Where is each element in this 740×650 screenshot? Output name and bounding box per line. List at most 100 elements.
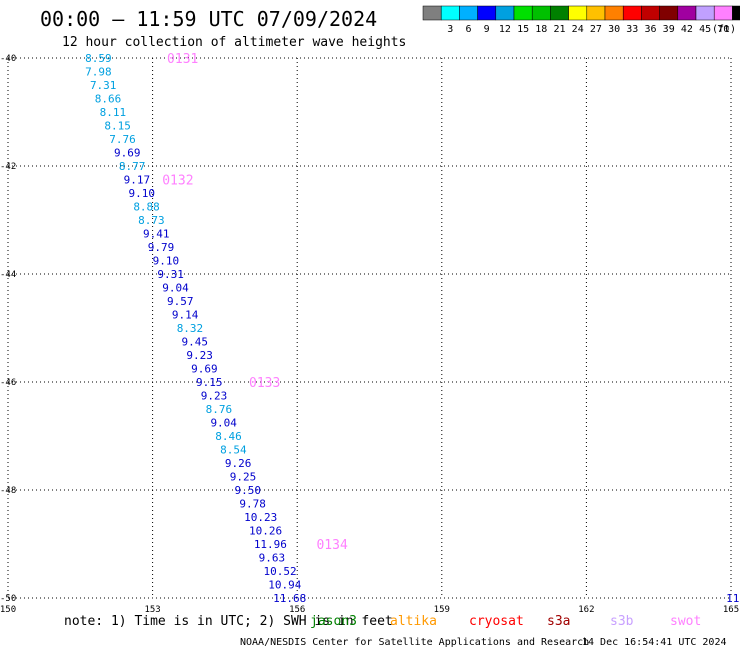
swh-value: 7.76 xyxy=(109,133,136,146)
swh-value: 9.26 xyxy=(225,457,252,470)
satellite-source-s3a: s3a xyxy=(547,614,570,629)
time-marker: 0131 xyxy=(167,52,198,67)
legend-swatch xyxy=(713,5,733,21)
satellite-source-altika: altika xyxy=(390,614,437,629)
legend-swatch xyxy=(604,5,624,21)
swh-value: 9.78 xyxy=(239,498,265,511)
swh-value: 9.57 xyxy=(167,295,194,308)
swh-value: 9.23 xyxy=(201,390,228,403)
swh-value: 11.68 xyxy=(273,592,306,605)
swh-value: 8.11 xyxy=(100,106,127,119)
footer-note: note: 1) Time is in UTC; 2) SWH is in fe… xyxy=(64,614,393,629)
swh-value: 9.31 xyxy=(157,268,184,281)
swh-value: 8.59 xyxy=(85,52,112,65)
longitude-label: 156 xyxy=(289,605,305,615)
swh-value: 10.52 xyxy=(263,565,296,578)
swh-value: 8.54 xyxy=(220,444,247,457)
satellite-source-jason3: jason3 xyxy=(310,614,357,629)
latitude-label: -50 xyxy=(0,594,16,604)
legend-label: 33 xyxy=(626,24,638,35)
legend-label: 70 xyxy=(717,24,729,35)
satellite-source-s3b: s3b xyxy=(610,614,634,629)
swh-value: 11.96 xyxy=(254,538,287,551)
swh-value: 10.23 xyxy=(244,511,277,524)
swh-value: 8.15 xyxy=(104,120,130,133)
footer-credit: NOAA/NESDIS Center for Satellite Applica… xyxy=(240,637,589,648)
swh-value: 9.14 xyxy=(172,309,199,322)
swh-value: 9.15 xyxy=(196,376,223,389)
legend-swatch xyxy=(513,5,533,21)
legend-swatch xyxy=(732,5,740,21)
legend-swatch xyxy=(695,5,715,21)
satellite-source-cryosat: cryosat xyxy=(469,614,524,629)
swh-observations: 8.597.987.318.668.118.157.769.698.779.17… xyxy=(85,52,740,605)
swh-value: 9.69 xyxy=(191,363,218,376)
legend-swatch xyxy=(422,5,442,21)
swh-value: 7.31 xyxy=(90,79,117,92)
latitude-label: -42 xyxy=(0,162,16,172)
time-markers: 0131 0132 0133 0134 xyxy=(162,52,348,553)
satellite-source-list: jason3 altika cryosat s3a s3b swot xyxy=(310,614,701,629)
legend-swatch xyxy=(495,5,515,21)
longitude-label: 150 xyxy=(0,605,16,615)
legend-unit: (ft) xyxy=(712,24,736,35)
legend-swatch xyxy=(622,5,642,21)
wave-height-legend: 3 6 9 12 15 18 21 24 27 30 33 36 39 42 45 70 xyxy=(422,5,740,35)
satellite-source-swot: swot xyxy=(670,614,701,629)
swh-value: 11! xyxy=(726,592,740,605)
swh-value: 8.66 xyxy=(95,93,122,106)
swh-value: 9.04 xyxy=(210,417,237,430)
swh-value: 9.41 xyxy=(143,228,170,241)
map-gridlines xyxy=(7,57,732,599)
swh-value: 9.50 xyxy=(235,484,261,497)
legend-swatch xyxy=(659,5,679,21)
longitude-label: 159 xyxy=(434,605,450,615)
swh-value: 10.94 xyxy=(268,579,301,592)
swh-value: 9.69 xyxy=(114,147,141,160)
swh-value: 9.79 xyxy=(148,241,175,254)
legend-label: 6 xyxy=(465,24,471,35)
latitude-labels: -40 -42 -44 -46 -48 -50 xyxy=(0,54,16,604)
legend-swatch xyxy=(677,5,697,21)
latitude-label: -40 xyxy=(0,54,16,64)
longitude-label: 165 xyxy=(723,605,739,615)
legend-label: 15 xyxy=(517,24,529,35)
legend-swatch xyxy=(459,5,478,21)
legend-swatch xyxy=(550,5,569,21)
swh-value: 9.45 xyxy=(182,336,209,349)
swh-value: 9.63 xyxy=(259,552,286,565)
time-marker: 0132 xyxy=(162,174,193,189)
latitude-label: -44 xyxy=(0,270,16,280)
latitude-label: -46 xyxy=(0,378,16,388)
swh-value: 9.23 xyxy=(186,349,213,362)
longitude-label: 153 xyxy=(144,605,160,615)
time-marker: 0133 xyxy=(249,376,280,391)
swh-value: 9.04 xyxy=(162,282,189,295)
swh-value: 9.10 xyxy=(153,255,180,268)
swh-value: 9.25 xyxy=(230,471,257,484)
latitude-label: -48 xyxy=(0,486,16,496)
footer-timestamp: 14 Dec 16:54:41 UTC 2024 xyxy=(582,637,727,648)
legend-label: 42 xyxy=(681,24,693,35)
page-subtitle: 12 hour collection of altimeter wave hei… xyxy=(62,35,406,50)
legend-label: 36 xyxy=(644,24,656,35)
time-marker: 0134 xyxy=(316,538,347,553)
legend-label: 30 xyxy=(608,24,620,35)
swh-value: 8.76 xyxy=(206,403,233,416)
swh-value: 9.10 xyxy=(129,187,156,200)
swh-value: 8.73 xyxy=(138,214,165,227)
legend-label: 24 xyxy=(572,24,584,35)
swh-value: 8.77 xyxy=(119,160,146,173)
legend-label: 39 xyxy=(663,24,675,35)
legend-label: 27 xyxy=(590,24,602,35)
swh-value: 7.98 xyxy=(85,66,112,79)
longitude-label: 162 xyxy=(578,605,594,615)
legend-swatch xyxy=(477,5,497,21)
swh-value: 9.17 xyxy=(124,174,150,187)
legend-label: 21 xyxy=(553,24,565,35)
legend-label: 12 xyxy=(499,24,511,35)
legend-swatch xyxy=(586,5,606,21)
legend-label: 45 xyxy=(699,24,711,35)
legend-swatch xyxy=(568,5,588,21)
